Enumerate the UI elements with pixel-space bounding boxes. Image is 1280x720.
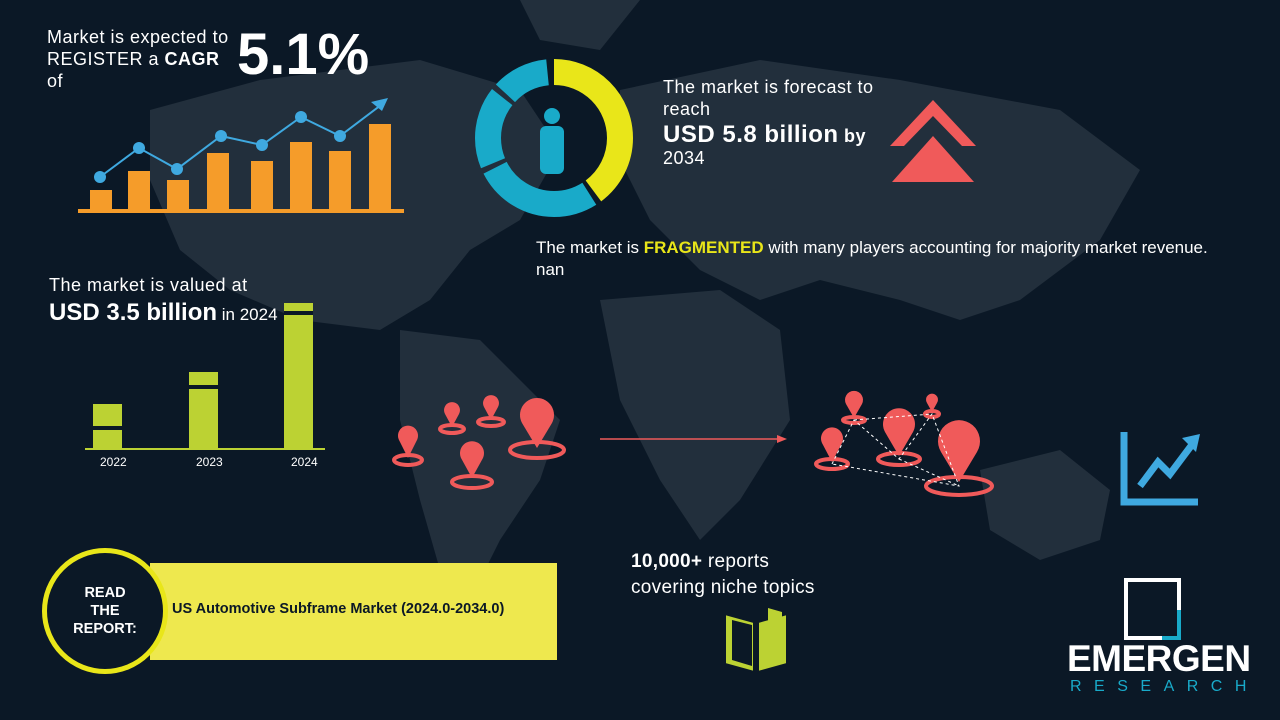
icon-bar [329,151,351,210]
cagr-value: 5.1% [237,22,370,87]
icon-bar [167,180,189,210]
cagr-line1: Market is expected to [47,27,229,47]
icon-bar [128,171,150,210]
read-report-button[interactable]: READ THE REPORT: [42,548,168,674]
valued-amount: USD 3.5 billion [49,299,218,326]
bar-2023 [189,372,218,450]
growth-chart-icon [78,98,404,213]
report-title-banner[interactable]: US Automotive Subframe Market (2024.0-20… [150,563,557,660]
icon-bar [207,153,229,210]
double-chevron-up-icon [890,100,976,182]
year-label-2023: 2023 [196,455,223,469]
bar-2024 [284,303,313,450]
cagr-line2: REGISTER a CAGR of [47,49,220,91]
trend-chart-icon [1120,432,1200,506]
fragmented-text: The market is FRAGMENTED with many playe… [536,238,1208,279]
year-label-2024: 2024 [291,455,318,469]
report-title[interactable]: US Automotive Subframe Market (2024.0-20… [172,601,505,617]
value-bar-chart [85,303,325,450]
forecast-year: 2034 [663,148,706,168]
emergen-logo-mark [1124,578,1181,640]
icon-bar [251,161,273,210]
location-pins-network-icon [392,390,994,497]
icon-bar [90,190,112,210]
donut-person-icon [475,59,633,217]
open-book-icon [724,608,788,674]
reports-text: 10,000+ reports covering niche topics [631,551,815,598]
icon-bar [369,124,391,210]
logo-name: EMERGEN [1067,638,1251,679]
forecast-value: USD 5.8 billion [663,121,839,148]
cagr-text: Market is expected to REGISTER a CAGR of [47,26,237,92]
logo-sub: RESEARCH [1070,678,1259,695]
forecast-text: The market is forecast to reach USD 5.8 … [663,76,903,169]
icon-bar [290,142,312,210]
valued-text: The market is valued at USD 3.5 billion … [49,275,278,326]
year-label-2022: 2022 [100,455,127,469]
